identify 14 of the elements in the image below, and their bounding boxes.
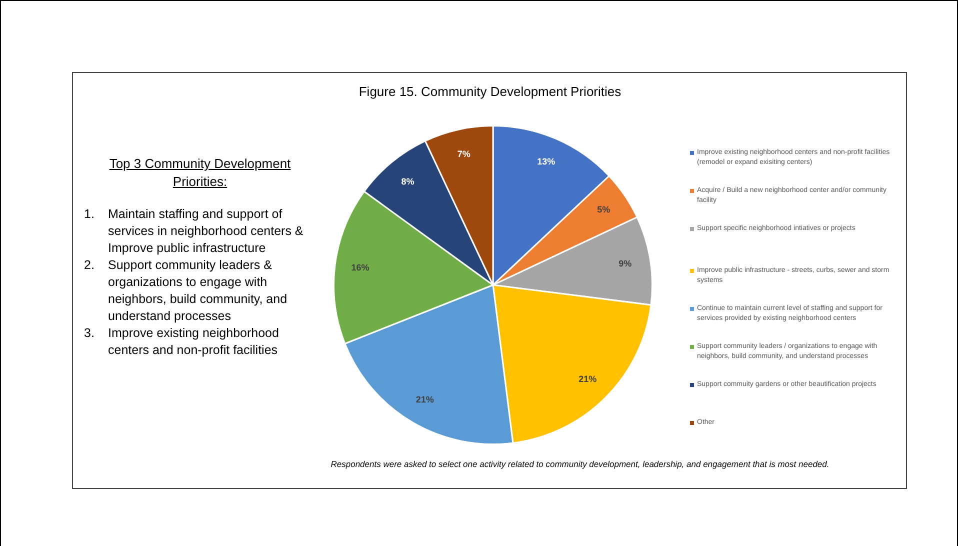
data-label: 5% <box>597 204 610 214</box>
text: Top 3 Community Development Priorities: <box>108 155 292 191</box>
data-label: 13% <box>537 156 556 167</box>
chart-title: Figure 15. Community Development Priorities <box>358 84 622 99</box>
data-label: 16% <box>351 262 370 273</box>
text: 1. Maintain staffing and support of services in neighborhood centers & Improve public infrastructure <box>84 206 304 257</box>
data-label: 21% <box>578 374 597 384</box>
text: Respondents were asked to select one activity related to community development, leadership, and engagement that is most needed. <box>330 459 830 469</box>
text: 3. Improve existing neighborhood centers and non-profit facilities <box>84 325 280 359</box>
data-label: 9% <box>618 258 632 269</box>
data-label: 8% <box>401 176 414 186</box>
data-label: 7% <box>457 148 470 159</box>
text: 2. Support community leaders & organizations to engage with neighbors, build community, and understand processes <box>84 257 288 325</box>
data-label: 21% <box>416 394 434 405</box>
